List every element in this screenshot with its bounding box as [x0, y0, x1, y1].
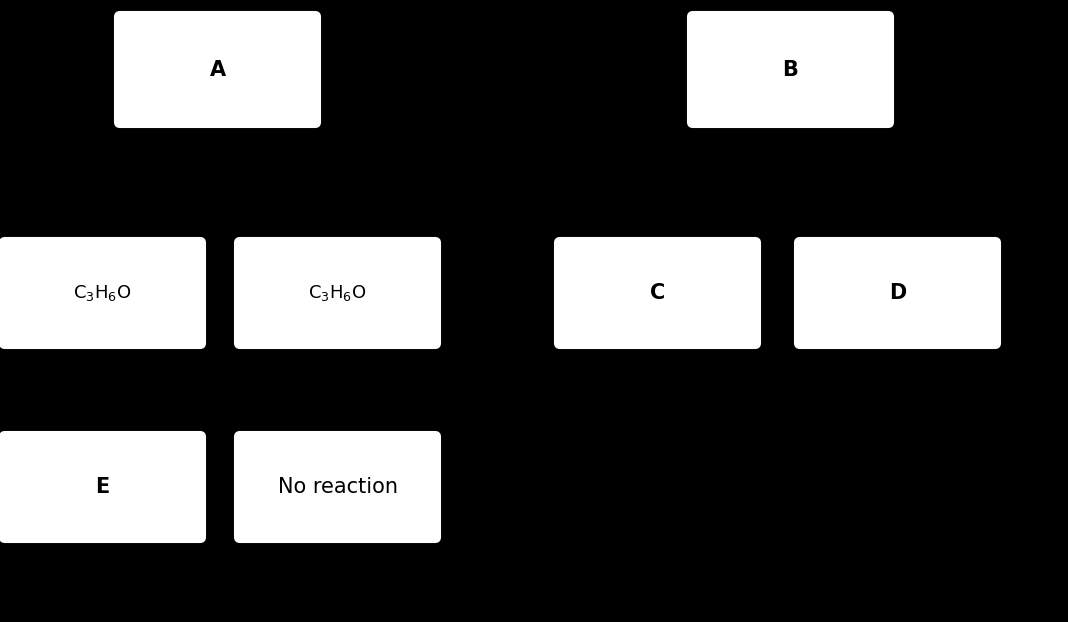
- FancyBboxPatch shape: [688, 12, 893, 127]
- FancyBboxPatch shape: [0, 432, 205, 542]
- Text: B: B: [783, 60, 799, 80]
- Text: $\mathregular{C_3H_6O}$: $\mathregular{C_3H_6O}$: [309, 283, 366, 303]
- FancyBboxPatch shape: [235, 432, 440, 542]
- Text: E: E: [95, 477, 110, 497]
- Text: No reaction: No reaction: [278, 477, 397, 497]
- FancyBboxPatch shape: [115, 12, 320, 127]
- FancyBboxPatch shape: [0, 238, 205, 348]
- FancyBboxPatch shape: [555, 238, 760, 348]
- FancyBboxPatch shape: [235, 238, 440, 348]
- Text: $\mathregular{C_3H_6O}$: $\mathregular{C_3H_6O}$: [74, 283, 131, 303]
- Text: A: A: [209, 60, 225, 80]
- Text: D: D: [889, 283, 906, 303]
- Text: C: C: [649, 283, 665, 303]
- FancyBboxPatch shape: [795, 238, 1000, 348]
